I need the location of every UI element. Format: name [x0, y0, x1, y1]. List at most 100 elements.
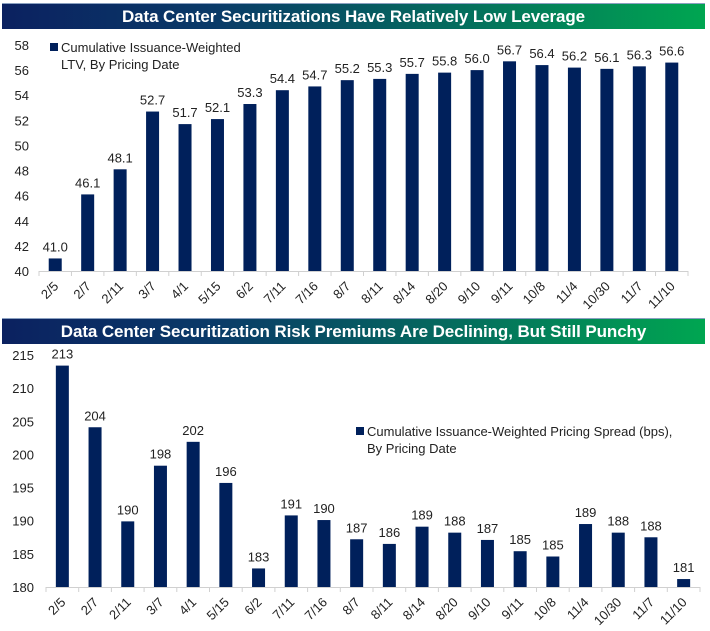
- data-label: 185: [542, 538, 564, 553]
- y-tick-label: 46: [15, 189, 29, 204]
- y-tick-label: 44: [15, 214, 29, 229]
- data-label: 55.3: [367, 60, 392, 75]
- bar: [317, 520, 331, 587]
- x-tick-label: 2/5: [45, 595, 68, 618]
- data-label: 54.7: [302, 67, 327, 82]
- bar: [480, 539, 494, 587]
- y-tick-label: 210: [12, 381, 34, 396]
- x-tick-label: 11/10: [657, 595, 690, 628]
- legend-label: Cumulative Issuance-Weighted Pricing Spr…: [367, 424, 672, 439]
- bar: [243, 104, 257, 271]
- bar: [503, 61, 517, 272]
- x-tick-label: 3/7: [143, 595, 166, 618]
- bar: [644, 537, 658, 587]
- legend-label: LTV, By Pricing Date: [61, 57, 180, 72]
- data-label: 56.1: [594, 50, 619, 65]
- y-tick-label: 205: [12, 414, 34, 429]
- data-label: 198: [150, 447, 172, 462]
- x-tick-label: 2/11: [106, 595, 134, 623]
- bar: [567, 67, 581, 271]
- bar: [284, 515, 298, 587]
- bar: [186, 441, 200, 587]
- data-label: 187: [346, 520, 368, 535]
- bar: [113, 169, 127, 271]
- data-label: 202: [182, 423, 204, 438]
- data-label: 54.4: [270, 71, 295, 86]
- data-label: 55.7: [400, 55, 425, 70]
- data-label: 189: [411, 508, 433, 523]
- bar: [546, 556, 560, 587]
- legend-label: By Pricing Date: [367, 441, 457, 456]
- x-tick-label: 10/30: [591, 595, 625, 629]
- data-label: 188: [640, 518, 662, 533]
- bar: [405, 73, 419, 271]
- bar: [308, 86, 322, 271]
- bar: [178, 124, 192, 271]
- legend-label: Cumulative Issuance-Weighted: [61, 40, 241, 55]
- y-tick-label: 42: [15, 239, 29, 254]
- bar: [665, 62, 679, 272]
- data-label: 213: [51, 347, 73, 362]
- bar: [81, 194, 95, 271]
- y-tick-label: 195: [12, 481, 34, 496]
- y-tick-label: 52: [15, 113, 29, 128]
- bar: [438, 72, 452, 271]
- y-tick-label: 58: [15, 38, 29, 53]
- data-label: 56.0: [464, 51, 489, 66]
- x-tick-label: 8/20: [432, 595, 461, 624]
- data-label: 55.2: [335, 61, 360, 76]
- data-label: 52.1: [205, 100, 230, 115]
- data-label: 188: [444, 514, 466, 529]
- x-tick-label: 10/8: [530, 595, 559, 624]
- x-tick-label: 9/10: [465, 595, 494, 624]
- bar: [146, 111, 160, 272]
- data-label: 190: [313, 501, 335, 516]
- x-tick-label: 6/2: [241, 595, 264, 618]
- y-tick-label: 215: [12, 348, 34, 363]
- bar: [373, 78, 387, 272]
- data-label: 41.0: [43, 239, 68, 254]
- data-label: 183: [248, 549, 270, 564]
- bar: [513, 551, 527, 587]
- x-tick-label: 9/11: [498, 595, 526, 623]
- y-tick-label: 48: [15, 164, 29, 179]
- data-label: 187: [477, 521, 499, 536]
- bar: [415, 526, 429, 587]
- bar: [579, 524, 593, 587]
- data-label: 56.3: [627, 47, 652, 62]
- x-tick-label: 11/4: [564, 595, 592, 623]
- bar: [677, 579, 691, 587]
- chart-title-risk-premiums: Data Center Securitization Risk Premiums…: [2, 318, 705, 344]
- bar: [219, 482, 233, 587]
- data-label: 204: [84, 408, 106, 423]
- data-label: 56.6: [659, 44, 684, 59]
- x-tick-label: 4/1: [176, 595, 199, 618]
- bar: [632, 66, 646, 271]
- x-tick-label: 7/16: [302, 595, 331, 624]
- data-label: 56.4: [529, 46, 554, 61]
- legend-swatch: [50, 43, 58, 51]
- y-tick-label: 50: [15, 138, 29, 153]
- bar: [382, 543, 396, 587]
- chart-title-leverage: Data Center Securitizations Have Relativ…: [2, 3, 705, 29]
- bar: [600, 68, 614, 271]
- legend-swatch: [356, 427, 364, 435]
- bar: [55, 365, 69, 587]
- bar: [611, 532, 625, 587]
- y-tick-label: 190: [12, 514, 34, 529]
- bar: [350, 539, 364, 587]
- ltv-bar-chart: 4042444648505254565841.02/546.12/748.12/…: [15, 38, 689, 312]
- data-label: 48.1: [107, 150, 132, 165]
- data-label: 46.1: [75, 175, 100, 190]
- x-tick-label: 8/7: [339, 595, 362, 618]
- bar: [210, 119, 224, 271]
- x-tick-label: 5/15: [203, 595, 232, 624]
- data-label: 55.8: [432, 54, 457, 69]
- data-label: 51.7: [172, 105, 197, 120]
- y-tick-label: 56: [15, 63, 29, 78]
- bar: [535, 65, 549, 271]
- data-label: 188: [607, 514, 629, 529]
- data-label: 53.3: [237, 85, 262, 100]
- y-tick-label: 54: [15, 88, 29, 103]
